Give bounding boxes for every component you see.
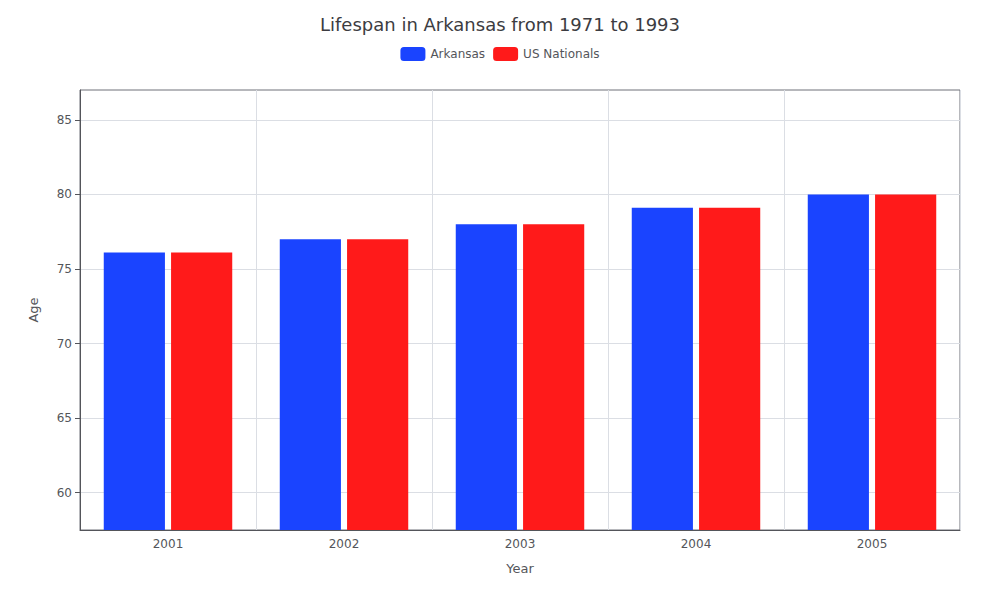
svg-text:Lifespan in Arkansas from 1971: Lifespan in Arkansas from 1971 to 1993 (320, 14, 680, 35)
svg-text:2004: 2004 (681, 537, 712, 551)
svg-text:2005: 2005 (857, 537, 888, 551)
svg-text:2003: 2003 (505, 537, 536, 551)
svg-text:US Nationals: US Nationals (523, 47, 599, 61)
svg-text:80: 80 (57, 187, 72, 201)
svg-text:70: 70 (57, 337, 72, 351)
svg-text:75: 75 (57, 262, 72, 276)
svg-text:85: 85 (57, 113, 72, 127)
svg-text:60: 60 (57, 486, 72, 500)
svg-text:2002: 2002 (329, 537, 360, 551)
svg-text:Year: Year (505, 561, 534, 576)
svg-text:65: 65 (57, 411, 72, 425)
svg-text:Arkansas: Arkansas (430, 47, 485, 61)
svg-text:Age: Age (26, 297, 41, 322)
svg-text:2001: 2001 (153, 537, 184, 551)
